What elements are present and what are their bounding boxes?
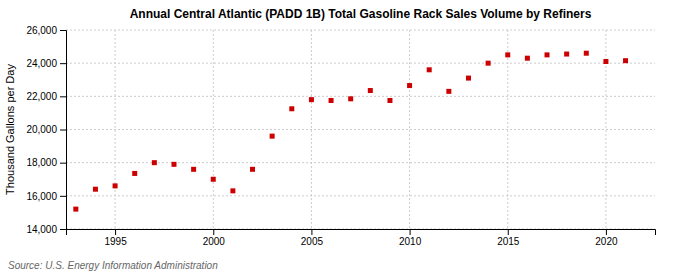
point	[132, 171, 137, 176]
point	[250, 167, 255, 172]
y-tick: 26,000	[26, 25, 66, 36]
grid-line	[66, 195, 655, 196]
x-tick-mark	[410, 229, 411, 235]
x-axis-line	[67, 230, 656, 236]
x-tick: 2020	[595, 229, 618, 247]
y-tick-mark	[60, 30, 66, 31]
grid-line	[409, 30, 410, 229]
x-tick-mark	[606, 229, 607, 235]
y-tick: 22,000	[26, 91, 66, 102]
annotation: Source: U.S. Energy Information Administ…	[8, 260, 218, 271]
grid-line	[66, 129, 655, 130]
y-axis: 14,000 16,000 18,000 20,000 22,000 24,000 26,0…	[26, 25, 66, 235]
point	[309, 97, 314, 102]
y-axis-title: Thousand Gallons per Day	[4, 64, 16, 195]
point	[387, 98, 392, 103]
y-tick-mark	[60, 196, 66, 197]
y-tick-label: 20,000	[26, 124, 57, 135]
point	[603, 59, 608, 64]
y-tick-label: 24,000	[26, 58, 57, 69]
x-tick-label: 2010	[399, 236, 422, 247]
y-tick-label: 14,000	[26, 224, 57, 235]
point	[329, 98, 334, 103]
x-tick: 2010	[399, 229, 422, 247]
point	[191, 167, 196, 172]
x-tick-mark	[213, 229, 214, 235]
y-tick: 18,000	[26, 157, 66, 168]
point	[211, 177, 216, 182]
y-tick-mark	[60, 163, 66, 164]
chart: 1995 2000 2005 2010 2015 2020 14,000 16,000 18,0…	[0, 0, 675, 275]
x-tick-label: 1995	[104, 236, 127, 247]
point	[289, 106, 294, 111]
y-tick-label: 18,000	[26, 157, 57, 168]
y-tick-mark	[60, 63, 66, 64]
y-tick-label: 26,000	[26, 25, 57, 36]
point	[623, 58, 628, 63]
y-tick-mark	[60, 130, 66, 131]
grid-line	[66, 30, 655, 31]
x-tick-mark	[508, 229, 509, 235]
point	[486, 61, 491, 66]
point	[73, 207, 78, 212]
x-tick-mark	[311, 229, 312, 235]
y-tick: 20,000	[26, 124, 66, 135]
point	[270, 134, 275, 139]
point	[545, 52, 550, 57]
point	[171, 162, 176, 167]
x-tick-label: 2020	[595, 236, 618, 247]
point	[466, 76, 471, 81]
y-tick: 14,000	[26, 224, 66, 235]
points	[73, 51, 628, 212]
y-tick-label: 22,000	[26, 91, 57, 102]
point	[564, 52, 569, 57]
x-tick-label: 2015	[497, 236, 520, 247]
grid-line	[213, 30, 214, 229]
point	[446, 89, 451, 94]
point	[427, 67, 432, 72]
grid-line	[66, 96, 655, 97]
point	[93, 187, 98, 192]
title: Annual Central Atlantic (PADD 1B) Total …	[130, 7, 592, 21]
plot: 1995 2000 2005 2010 2015 2020 14,000 16,000 18,0…	[26, 25, 655, 247]
x-tick: 2005	[301, 229, 324, 247]
y-axis-line	[60, 31, 67, 230]
y-tick-mark	[60, 96, 66, 97]
x-tick-mark	[115, 229, 116, 235]
point	[505, 52, 510, 57]
grid	[66, 30, 655, 229]
x-tick: 2015	[497, 229, 520, 247]
x-tick: 1995	[104, 229, 127, 247]
y-tick-mark	[60, 229, 66, 230]
point	[407, 83, 412, 88]
x-tick-label: 2000	[203, 236, 226, 247]
y-tick: 24,000	[26, 58, 66, 69]
point	[113, 183, 118, 188]
point	[152, 160, 157, 165]
point	[584, 51, 589, 56]
grid-line	[66, 63, 655, 64]
x-axis: 1995 2000 2005 2010 2015 2020	[67, 229, 656, 247]
point	[230, 188, 235, 193]
x-tick: 2000	[203, 229, 226, 247]
point	[525, 56, 530, 61]
x-tick-label: 2005	[301, 236, 324, 247]
point	[368, 88, 373, 93]
y-tick: 16,000	[26, 191, 66, 202]
y-tick-label: 16,000	[26, 191, 57, 202]
point	[348, 96, 353, 101]
